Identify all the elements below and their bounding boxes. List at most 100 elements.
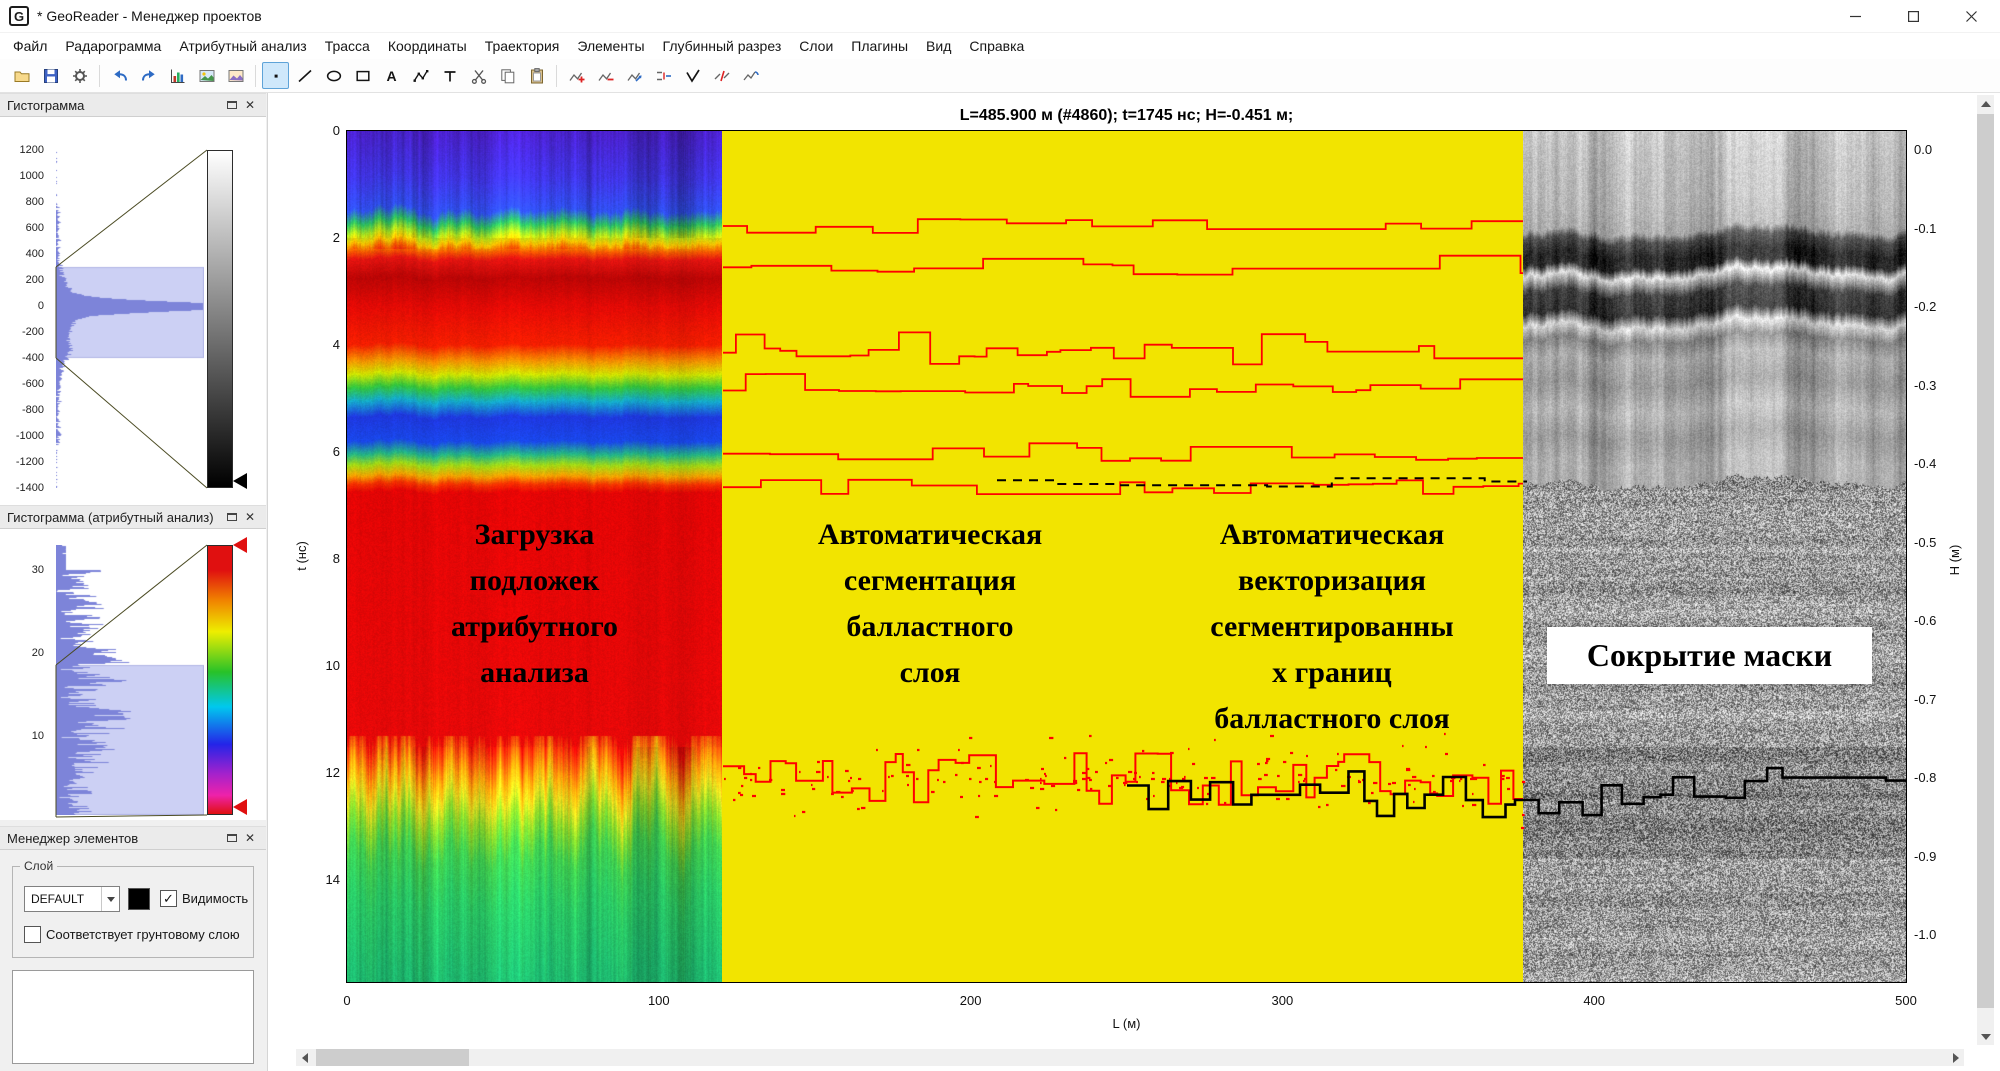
menu-item[interactable]: Плагины: [851, 38, 909, 54]
menu-item[interactable]: Глубинный разрез: [662, 38, 782, 54]
copy-button[interactable]: [494, 62, 521, 89]
settings-button[interactable]: [66, 62, 93, 89]
arrow-up-icon: [1980, 100, 1991, 107]
menu-item[interactable]: Справка: [969, 38, 1025, 54]
minimize-button[interactable]: [1826, 0, 1884, 33]
tick-label: -1400: [15, 482, 44, 494]
tee-tool-icon: [444, 70, 455, 81]
histogram-y-axis: 1200 1000 800 600 400 200 0 -200 -400 -600 -800 -10…: [2, 143, 46, 495]
check-tool-button[interactable]: [679, 62, 706, 89]
attribute-histogram-close-button[interactable]: ✕: [241, 508, 259, 526]
visibility-checkbox[interactable]: ✓: [160, 890, 177, 907]
undo-button[interactable]: [106, 62, 133, 89]
copy-icon: [500, 68, 514, 83]
element-manager-panel-header: Менеджер элементов ✕: [0, 826, 266, 850]
arrow-right-icon: [1952, 1052, 1959, 1063]
attribute-histogram-canvas[interactable]: [56, 545, 204, 815]
horizontal-scrollbar[interactable]: [296, 1049, 1964, 1066]
attribute-section-canvas[interactable]: [347, 131, 722, 982]
toolbar-separator: [255, 64, 256, 87]
close-button[interactable]: [1942, 0, 2000, 33]
h-axis-ticks: 0.0 -0.1 -0.2 -0.3 -0.4 -0.5 -0.6 -0.7 -0.8 -0.9 -…: [1914, 141, 1958, 944]
add-vertex-button[interactable]: [563, 62, 590, 89]
tick-label: 4: [332, 337, 340, 352]
redo-button[interactable]: [135, 62, 162, 89]
text-tool-icon: A: [386, 67, 397, 84]
grayscale-gradient-bar[interactable]: [207, 150, 233, 488]
toolbar-separator: [556, 64, 557, 87]
element-manager-float-button[interactable]: [223, 829, 241, 847]
map-view-button[interactable]: [222, 62, 249, 89]
element-list[interactable]: [12, 970, 254, 1064]
cut-button[interactable]: [465, 62, 492, 89]
line-tool-button[interactable]: [291, 62, 318, 89]
join-lines-button[interactable]: [737, 62, 764, 89]
layer-select[interactable]: DEFAULT: [24, 886, 120, 912]
tick-label: 20: [31, 647, 44, 659]
attribute-histogram-float-button[interactable]: [223, 508, 241, 526]
rainbow-gradient-bar[interactable]: [207, 545, 233, 815]
ground-layer-checkbox[interactable]: [24, 926, 41, 943]
vertical-scrollbar-thumb[interactable]: [1977, 114, 1994, 1008]
paste-button[interactable]: [523, 62, 550, 89]
menu-item[interactable]: Слои: [799, 38, 834, 54]
radargram-section-canvas[interactable]: [1523, 131, 1906, 982]
radargram-view-button[interactable]: [193, 62, 220, 89]
tick-label: 600: [25, 222, 44, 234]
histogram-panel-float-button[interactable]: [223, 96, 241, 114]
scroll-up-button[interactable]: [1977, 95, 1994, 112]
scroll-left-button[interactable]: [296, 1049, 313, 1066]
maximize-button[interactable]: [1884, 0, 1942, 33]
tick-label: 0: [332, 123, 340, 138]
histogram-transfer-lines: [55, 149, 208, 489]
tick-label: -0.8: [1914, 770, 1937, 785]
histogram-panel-header: Гистограмма ✕: [0, 93, 266, 117]
menu-item[interactable]: Элементы: [577, 38, 645, 54]
tick-label: 14: [325, 872, 340, 887]
merge-lines-button[interactable]: [650, 62, 677, 89]
menu-item[interactable]: Радарограмма: [65, 38, 162, 54]
histogram-canvas[interactable]: [56, 150, 204, 488]
save-project-button[interactable]: [37, 62, 64, 89]
float-icon: [227, 513, 237, 521]
tee-tool-button[interactable]: [436, 62, 463, 89]
rectangle-tool-button[interactable]: [349, 62, 376, 89]
move-vertex-button[interactable]: [621, 62, 648, 89]
histogram-panel-close-button[interactable]: ✕: [241, 96, 259, 114]
line-tool-icon: [297, 69, 312, 82]
merge-lines-icon: [656, 71, 671, 80]
attribute-range-marker-top[interactable]: [233, 537, 247, 553]
menu-item[interactable]: Вид: [926, 38, 952, 54]
layer-color-swatch[interactable]: [128, 888, 150, 910]
menu-item[interactable]: Файл: [13, 38, 48, 54]
histogram-range-marker[interactable]: [233, 473, 247, 489]
annotation-vectorization: Автоматическая векторизация сегментирова…: [1210, 518, 1454, 735]
scroll-down-button[interactable]: [1977, 1028, 1994, 1045]
attribute-histogram-transfer-lines: [55, 544, 208, 818]
ellipse-tool-button[interactable]: [320, 62, 347, 89]
polyline-tool-button[interactable]: [407, 62, 434, 89]
text-tool-button[interactable]: A: [378, 62, 405, 89]
remove-vertex-button[interactable]: [592, 62, 619, 89]
layer-select-arrow[interactable]: [101, 887, 119, 911]
histogram-view-button[interactable]: [164, 62, 191, 89]
menu-item[interactable]: Атрибутный анализ: [179, 38, 307, 54]
element-manager-close-button[interactable]: ✕: [241, 829, 259, 847]
cut-icon: [471, 69, 486, 84]
annotation-segmentation: Автоматическая сегментация балластного с…: [817, 518, 1043, 689]
settings-gear-icon: [72, 68, 87, 83]
tick-label: 500: [1895, 993, 1917, 1008]
menu-item[interactable]: Траектория: [484, 38, 560, 54]
attribute-range-marker-bottom[interactable]: [233, 799, 247, 815]
layer-group-label: Слой: [20, 859, 58, 873]
tick-label: -1.0: [1914, 927, 1937, 942]
point-tool-button[interactable]: [262, 62, 289, 89]
tick-label: 1200: [19, 144, 44, 156]
menu-item[interactable]: Координаты: [387, 38, 467, 54]
menu-item[interactable]: Трасса: [324, 38, 370, 54]
horizontal-scrollbar-thumb[interactable]: [316, 1049, 469, 1066]
scroll-right-button[interactable]: [1947, 1049, 1964, 1066]
open-project-button[interactable]: [8, 62, 35, 89]
split-line-button[interactable]: [708, 62, 735, 89]
remove-vertex-icon: [597, 72, 613, 81]
